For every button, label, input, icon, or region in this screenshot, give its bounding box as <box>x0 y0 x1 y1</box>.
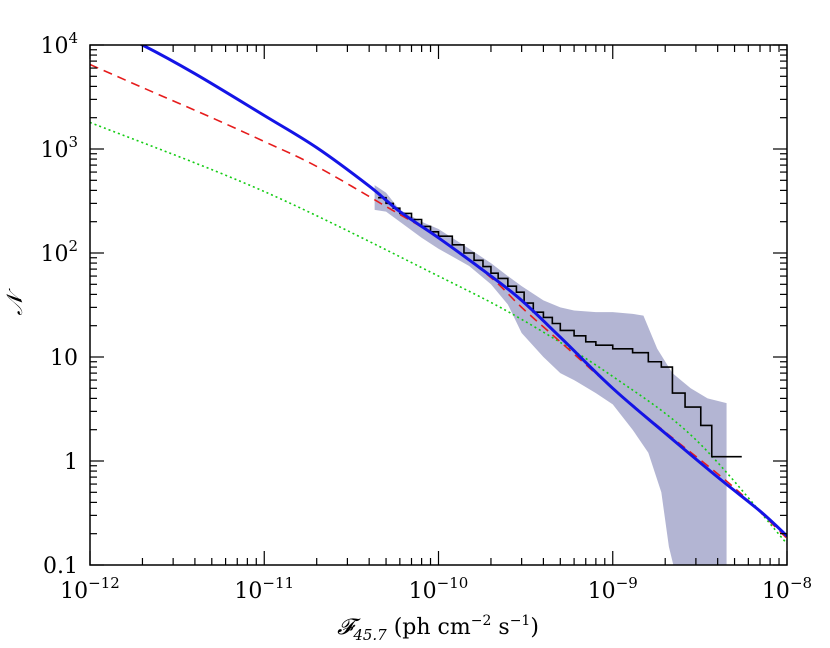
y-tick-label: 10 <box>50 346 78 371</box>
x-tick-label: 10−10 <box>409 574 469 604</box>
y-tick-label: 103 <box>40 133 78 163</box>
x-tick-label: 10−12 <box>60 574 120 604</box>
observed-step-line <box>378 196 742 458</box>
dotted-model-line <box>90 121 787 545</box>
y-tick-label: 1 <box>64 450 78 475</box>
confidence-band <box>374 185 727 565</box>
x-tick-label: 10−11 <box>234 574 294 604</box>
x-tick-label: 10−9 <box>588 574 638 604</box>
y-tick-label: 102 <box>40 237 78 267</box>
y-tick-label: 104 <box>40 29 78 59</box>
y-tick-label: 0.1 <box>43 554 78 579</box>
total-model-line <box>139 45 787 538</box>
x-tick-label: 10−8 <box>762 574 812 604</box>
x-axis-title: 𝓕45.7 (ph cm−2 s−1) <box>337 613 539 644</box>
y-axis-title: 𝒩 <box>3 288 28 316</box>
